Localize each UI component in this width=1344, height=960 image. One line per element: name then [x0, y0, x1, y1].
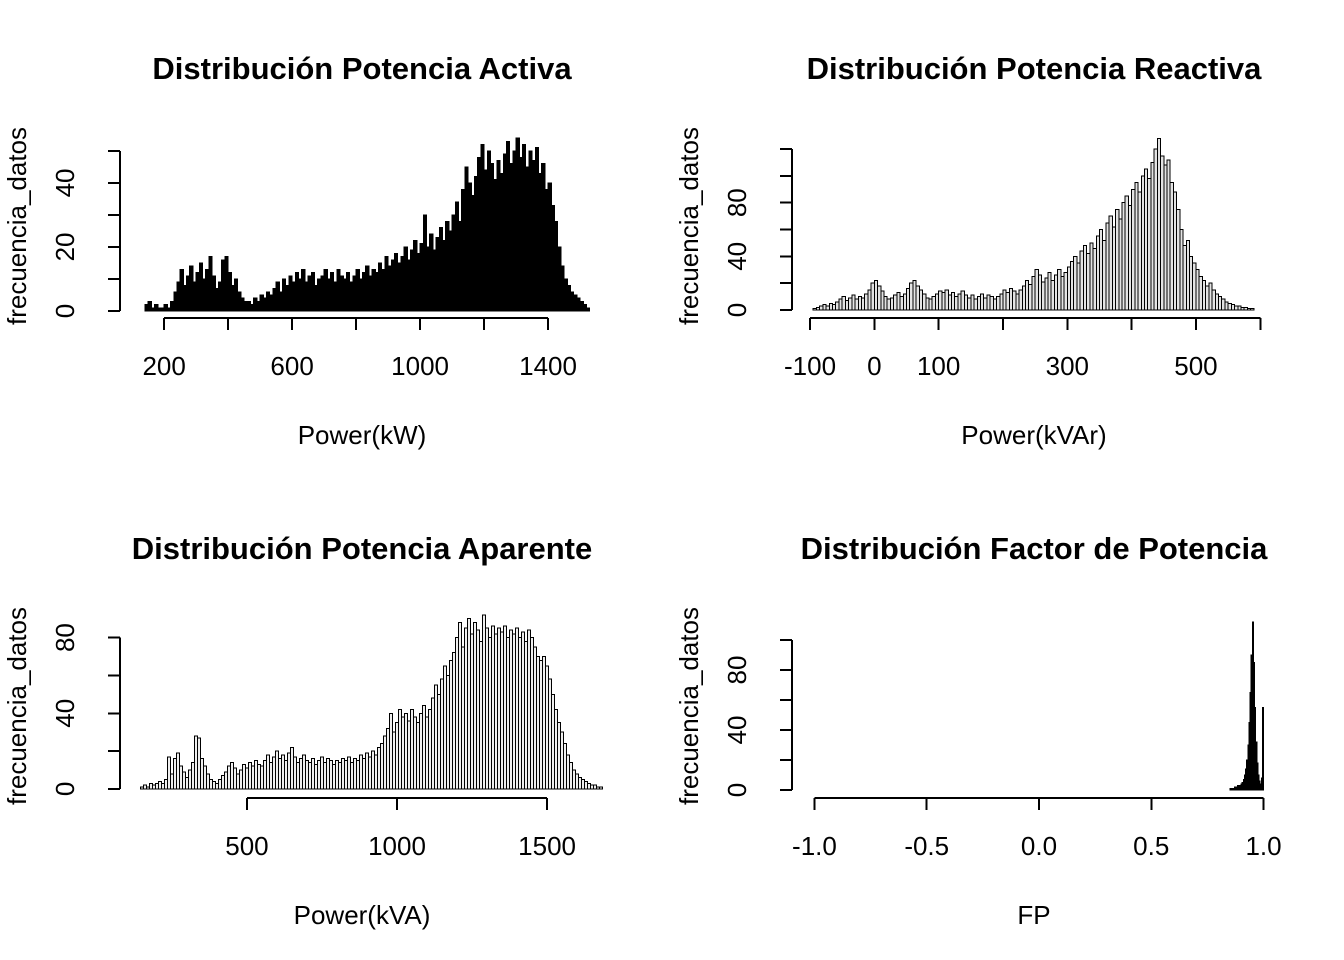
x-tick-label: 0.0: [1021, 831, 1057, 861]
panel-potencia-activa: Distribución Potencia Activa Power(kW) f…: [0, 0, 672, 480]
histogram-bar: [599, 786, 604, 790]
x-axis-label: Power(kW): [298, 420, 427, 450]
histogram-bar: [1229, 788, 1232, 791]
x-tick-label: 600: [270, 351, 313, 381]
y-tick-label: 0: [722, 783, 752, 797]
x-tick-label: 300: [1046, 351, 1089, 381]
chart-title: Distribución Potencia Aparente: [132, 531, 593, 566]
y-axis-label: frecuencia_datos: [2, 607, 32, 805]
y-tick-label: 0: [722, 303, 752, 317]
x-tick-label: 1400: [519, 351, 577, 381]
x-axis-label: FP: [1017, 900, 1050, 930]
histogram-bar: [147, 300, 152, 312]
histogram-potencia-activa: Distribución Potencia Activa Power(kW) f…: [2, 51, 591, 450]
x-tick-label: 0.5: [1133, 831, 1169, 861]
y-tick-label: 40: [722, 242, 752, 271]
y-axis-label: frecuencia_datos: [674, 127, 704, 325]
panel-factor-de-potencia: Distribución Factor de Potencia FP frecu…: [672, 480, 1344, 960]
histogram-bar: [1250, 308, 1255, 311]
y-tick-label: 80: [722, 188, 752, 217]
x-tick-label: 0: [867, 351, 881, 381]
chart-title: Distribución Potencia Activa: [152, 51, 572, 86]
plot-area: -1.0 -0.5 0.0 0.5 1.0 0 40 80: [722, 621, 1282, 861]
x-tick-label: -1.0: [792, 831, 837, 861]
x-axis-label: Power(kVA): [294, 900, 431, 930]
histogram-potencia-aparente: Distribución Potencia Aparente Power(kVA…: [2, 531, 604, 930]
histogram-potencia-reactiva: Distribución Potencia Reactiva Power(kVA…: [674, 51, 1263, 450]
y-tick-label: 0: [50, 782, 80, 796]
histogram-factor-de-potencia: Distribución Factor de Potencia FP frecu…: [674, 531, 1282, 930]
plot-area: 200 600 1000 1400 0 20 40: [50, 137, 591, 381]
y-axis-label: frecuencia_datos: [674, 607, 704, 805]
y-tick-label: 40: [50, 168, 80, 197]
x-tick-label: 1.0: [1245, 831, 1281, 861]
y-tick-label: 40: [722, 716, 752, 745]
x-tick-label: 500: [1174, 351, 1217, 381]
x-tick-label: 200: [142, 351, 185, 381]
y-tick-label: 20: [50, 232, 80, 261]
y-tick-label: 40: [50, 699, 80, 728]
y-axis-label: frecuencia_datos: [2, 127, 32, 325]
x-tick-label: 1000: [368, 831, 426, 861]
y-tick-label: 80: [722, 656, 752, 685]
plot-area: 500 1000 1500 0 40 80: [50, 614, 604, 861]
histogram-bar: [1261, 707, 1265, 791]
y-tick-label: 0: [50, 304, 80, 318]
x-tick-label: 500: [225, 831, 268, 861]
x-tick-label: 1000: [391, 351, 449, 381]
histogram-bar: [585, 307, 591, 312]
panel-potencia-reactiva: Distribución Potencia Reactiva Power(kVA…: [672, 0, 1344, 480]
panel-potencia-aparente: Distribución Potencia Aparente Power(kVA…: [0, 480, 672, 960]
plot-area: -100 0 100 300 500 0 40 80: [722, 137, 1262, 381]
x-tick-label: 1500: [518, 831, 576, 861]
x-tick-label: -100: [784, 351, 836, 381]
x-tick-label: 100: [917, 351, 960, 381]
x-axis-label: Power(kVAr): [961, 420, 1106, 450]
histogram-bar: [166, 756, 171, 790]
y-tick-label: 80: [50, 623, 80, 652]
x-tick-label: -0.5: [904, 831, 949, 861]
chart-title: Distribución Factor de Potencia: [801, 531, 1269, 566]
chart-title: Distribución Potencia Reactiva: [807, 51, 1263, 86]
